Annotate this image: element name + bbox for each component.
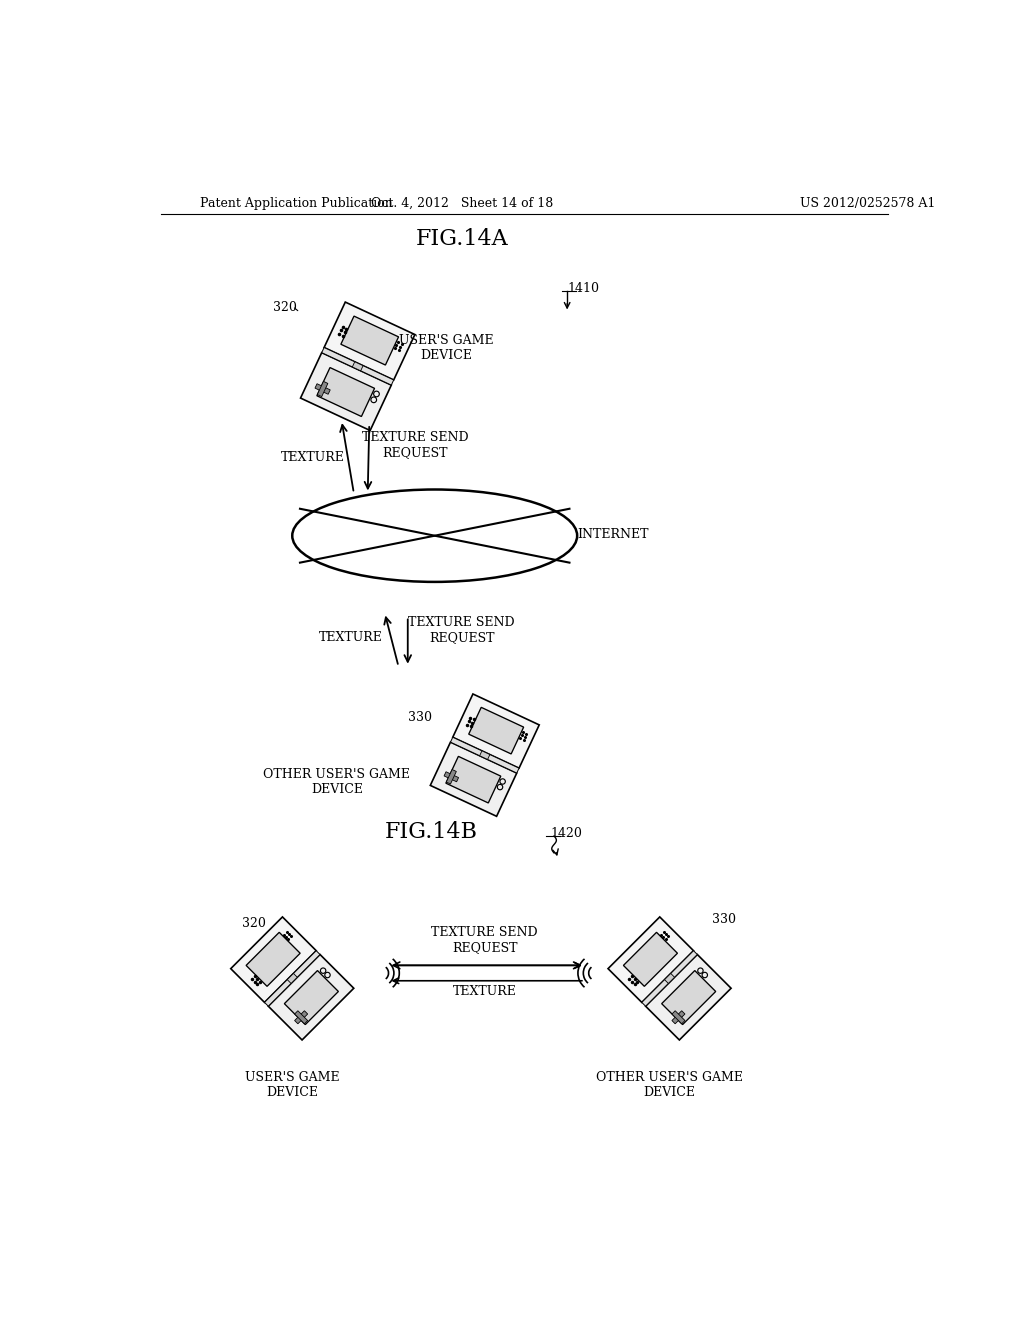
Text: TEXTURE SEND
REQUEST: TEXTURE SEND REQUEST [409,615,515,644]
Polygon shape [479,751,489,759]
Polygon shape [645,954,731,1040]
Polygon shape [230,917,316,1002]
Text: Patent Application Publication: Patent Application Publication [200,197,392,210]
Polygon shape [295,1011,307,1024]
Polygon shape [444,772,459,781]
Text: 330: 330 [408,711,432,725]
Polygon shape [662,970,716,1024]
Polygon shape [451,738,519,774]
Text: FIG.14B: FIG.14B [384,821,477,843]
Text: TEXTURE SEND
REQUEST: TEXTURE SEND REQUEST [362,430,469,459]
Polygon shape [325,302,415,380]
Polygon shape [341,315,398,366]
Polygon shape [288,973,297,983]
Polygon shape [446,770,457,784]
Text: 1410: 1410 [567,281,599,294]
Polygon shape [469,708,523,754]
Polygon shape [316,367,375,417]
Text: 320: 320 [273,301,297,314]
Polygon shape [285,970,338,1024]
Polygon shape [295,1011,307,1024]
Text: INTERNET: INTERNET [578,528,648,541]
Polygon shape [322,347,393,385]
Polygon shape [430,742,517,816]
Polygon shape [300,352,391,430]
Polygon shape [608,917,693,1002]
Polygon shape [264,950,321,1006]
Text: OTHER USER'S GAME
DEVICE: OTHER USER'S GAME DEVICE [263,768,411,796]
Polygon shape [453,694,540,768]
Text: OTHER USER'S GAME
DEVICE: OTHER USER'S GAME DEVICE [596,1071,743,1098]
Text: USER'S GAME
DEVICE: USER'S GAME DEVICE [245,1071,340,1098]
Text: TEXTURE SEND
REQUEST: TEXTURE SEND REQUEST [431,925,538,954]
Text: 320: 320 [243,917,266,929]
Polygon shape [624,932,678,986]
Polygon shape [672,1011,685,1024]
Text: FIG.14A: FIG.14A [416,228,508,251]
Text: 1420: 1420 [550,826,582,840]
Polygon shape [352,362,364,371]
Polygon shape [672,1011,685,1024]
Text: US 2012/0252578 A1: US 2012/0252578 A1 [801,197,936,210]
Polygon shape [642,950,697,1006]
Text: TEXTURE: TEXTURE [319,631,383,644]
Polygon shape [268,954,353,1040]
Polygon shape [246,932,300,986]
Polygon shape [665,973,675,983]
Text: Oct. 4, 2012   Sheet 14 of 18: Oct. 4, 2012 Sheet 14 of 18 [371,197,553,210]
Text: 330: 330 [712,913,736,927]
Text: TEXTURE: TEXTURE [453,985,517,998]
Polygon shape [317,381,328,396]
Text: TEXTURE: TEXTURE [281,450,345,463]
Polygon shape [315,384,330,395]
Polygon shape [445,756,501,803]
Text: USER'S GAME
DEVICE: USER'S GAME DEVICE [399,334,494,362]
